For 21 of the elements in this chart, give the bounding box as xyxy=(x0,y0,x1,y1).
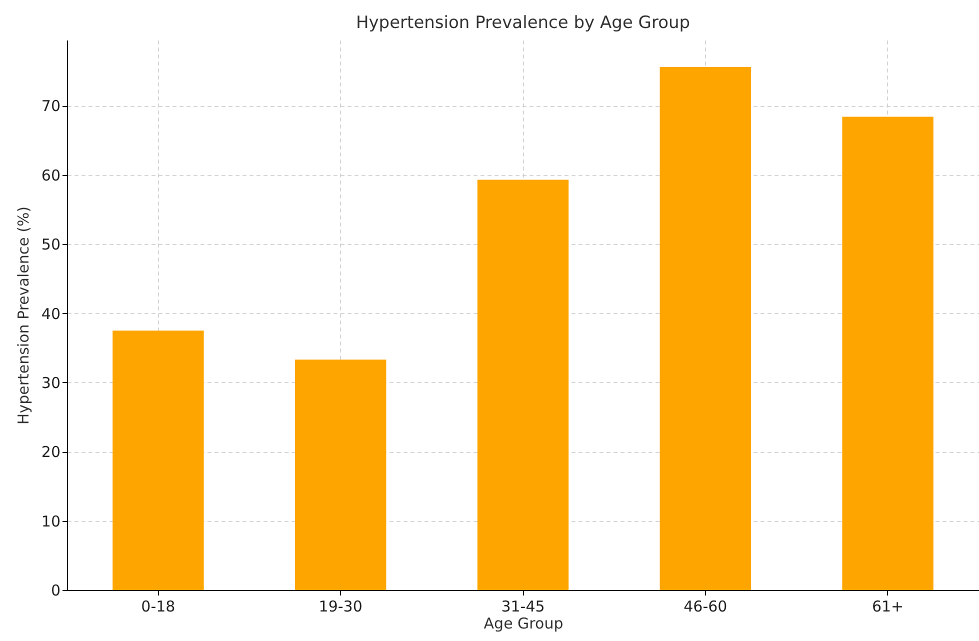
y-tick-label: 40 xyxy=(41,304,60,323)
x-axis-title: Age Group xyxy=(484,614,564,632)
y-tick-label: 10 xyxy=(41,512,60,530)
y-tick-label: 0 xyxy=(50,582,60,600)
y-axis-title: Hypertension Prevalence (%) xyxy=(14,206,32,425)
x-tick-label: 31-45 xyxy=(501,598,545,616)
bar xyxy=(112,330,204,590)
y-tick-label: 70 xyxy=(41,97,60,116)
y-tick-label: 50 xyxy=(41,236,60,254)
y-tick-label: 60 xyxy=(41,166,60,184)
x-tick-label: 61+ xyxy=(872,598,904,616)
x-tick-label: 0-18 xyxy=(141,598,176,616)
bar xyxy=(842,116,934,590)
chart-title: Hypertension Prevalence by Age Group xyxy=(356,13,690,33)
y-tick-label: 20 xyxy=(41,443,60,462)
y-tick-label: 30 xyxy=(41,374,60,392)
bar xyxy=(477,180,569,590)
bar xyxy=(660,66,751,590)
x-tick-label: 46-60 xyxy=(684,598,728,616)
x-tick-label: 19-30 xyxy=(318,598,362,616)
bar xyxy=(295,360,386,590)
